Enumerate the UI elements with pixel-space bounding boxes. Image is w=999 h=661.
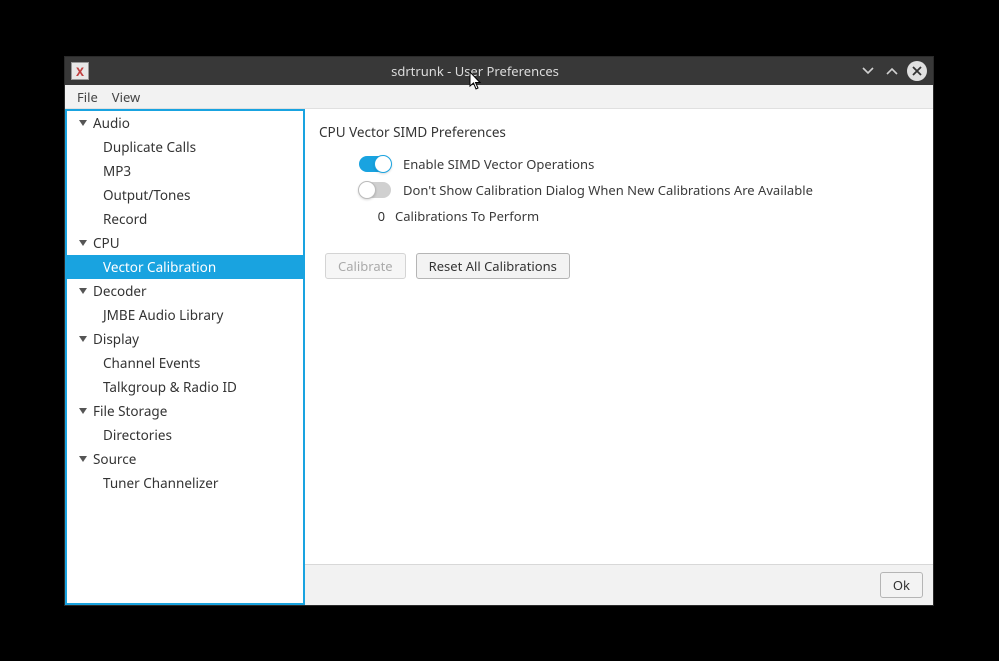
preferences-window: X sdrtrunk - User Preferences File View … (64, 56, 934, 606)
label-enable-simd: Enable SIMD Vector Operations (403, 155, 594, 173)
menu-view[interactable]: View (112, 88, 140, 106)
tree-group-decoder[interactable]: Decoder (67, 279, 303, 303)
section-title: CPU Vector SIMD Preferences (319, 123, 919, 141)
calibrations-label: Calibrations To Perform (395, 207, 539, 225)
tree-item-mp3[interactable]: MP3 (67, 159, 303, 183)
tree-item-vector-calibration[interactable]: Vector Calibration (67, 255, 303, 279)
toggle-enable-simd[interactable] (359, 156, 391, 172)
dialog-footer: Ok (305, 565, 933, 605)
tree-group-label: Source (93, 450, 136, 468)
option-dont-show-dialog: Don't Show Calibration Dialog When New C… (319, 181, 919, 199)
tree-item-directories[interactable]: Directories (67, 423, 303, 447)
minimize-button[interactable] (857, 60, 879, 82)
tree-item-talkgroup-radio-id[interactable]: Talkgroup & Radio ID (67, 375, 303, 399)
expand-icon (79, 120, 87, 126)
expand-icon (79, 288, 87, 294)
sidebar-tree[interactable]: Audio Duplicate CallsMP3Output/TonesRecor… (65, 109, 305, 605)
tree-group-cpu[interactable]: CPU (67, 231, 303, 255)
tree-item-duplicate-calls[interactable]: Duplicate Calls (67, 135, 303, 159)
tree-group-label: File Storage (93, 402, 167, 420)
expand-icon (79, 240, 87, 246)
reset-calibrations-button[interactable]: Reset All Calibrations (416, 253, 570, 279)
button-row: Calibrate Reset All Calibrations (319, 233, 919, 279)
calibrations-count-row: 0 Calibrations To Perform (319, 207, 919, 225)
main-panel: CPU Vector SIMD Preferences Enable SIMD … (305, 109, 933, 605)
close-button[interactable] (907, 61, 927, 81)
label-dont-show-dialog: Don't Show Calibration Dialog When New C… (403, 181, 813, 199)
expand-icon (79, 456, 87, 462)
menu-file[interactable]: File (77, 88, 98, 106)
tree-group-label: CPU (93, 234, 120, 252)
tree-group-file-storage[interactable]: File Storage (67, 399, 303, 423)
tree-group-label: Audio (93, 114, 130, 132)
tree-group-display[interactable]: Display (67, 327, 303, 351)
window-title: sdrtrunk - User Preferences (391, 62, 559, 80)
toggle-dont-show-dialog[interactable] (359, 182, 391, 198)
calibrate-button: Calibrate (325, 253, 406, 279)
ok-button[interactable]: Ok (880, 572, 923, 598)
app-icon: X (71, 62, 89, 80)
tree-item-record[interactable]: Record (67, 207, 303, 231)
main-content: CPU Vector SIMD Preferences Enable SIMD … (305, 109, 933, 565)
tree-item-channel-events[interactable]: Channel Events (67, 351, 303, 375)
tree-group-source[interactable]: Source (67, 447, 303, 471)
tree-group-label: Decoder (93, 282, 147, 300)
tree-item-tuner-channelizer[interactable]: Tuner Channelizer (67, 471, 303, 495)
tree-group-audio[interactable]: Audio (67, 111, 303, 135)
tree-item-jmbe-audio-library[interactable]: JMBE Audio Library (67, 303, 303, 327)
titlebar[interactable]: X sdrtrunk - User Preferences (65, 57, 933, 85)
expand-icon (79, 408, 87, 414)
calibrations-count: 0 (359, 207, 395, 225)
expand-icon (79, 336, 87, 342)
option-enable-simd: Enable SIMD Vector Operations (319, 155, 919, 173)
tree-group-label: Display (93, 330, 139, 348)
tree-item-output-tones[interactable]: Output/Tones (67, 183, 303, 207)
menubar: File View (65, 85, 933, 109)
maximize-button[interactable] (881, 60, 903, 82)
